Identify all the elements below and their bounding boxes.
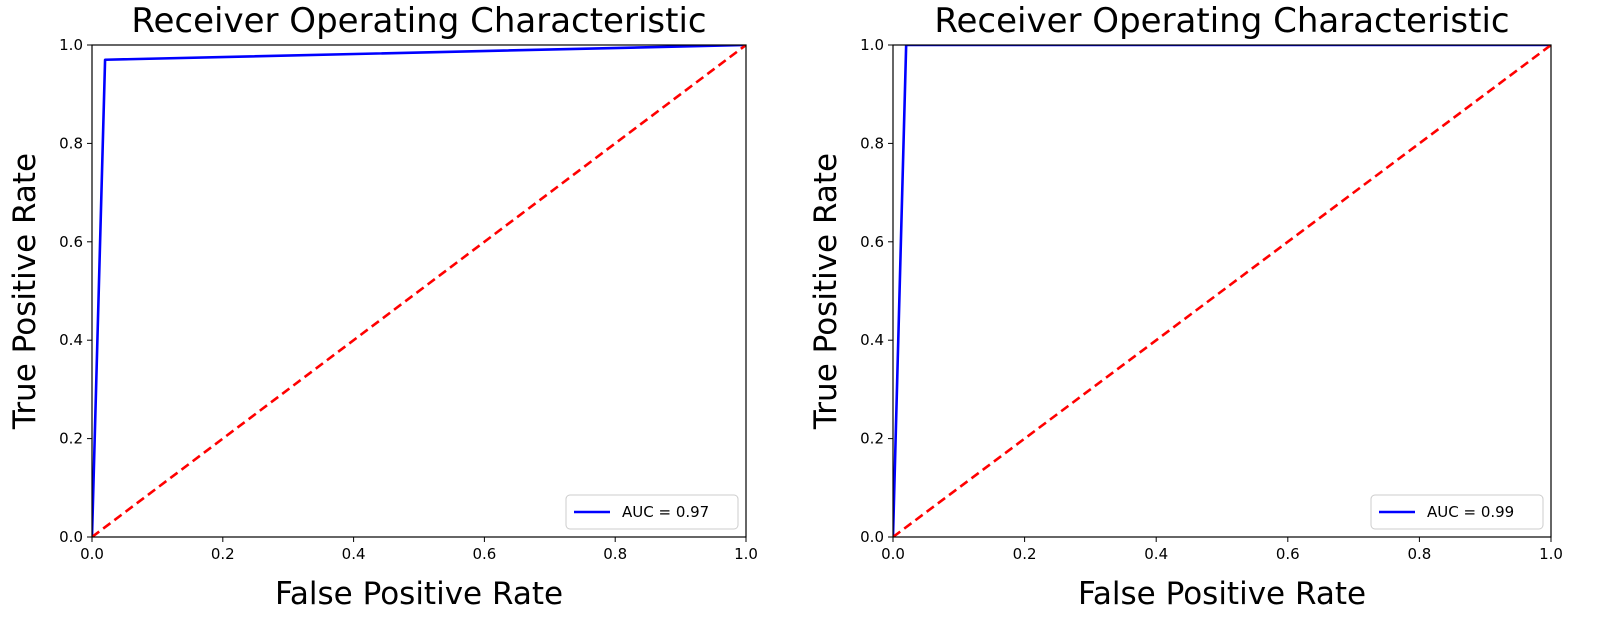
chart-right-title: Receiver Operating Characteristic (934, 1, 1509, 41)
chart-right-ytick-label: 0.4 (860, 331, 884, 349)
chart-left-ylabel: True Positive Rate (7, 153, 43, 430)
chart-left-xtick-label: 0.4 (342, 545, 366, 563)
chart-right-xlabel: False Positive Rate (1078, 576, 1366, 612)
chart-right-xtick-label: 0.2 (1013, 545, 1037, 563)
chart-right-ytick-label: 1.0 (860, 36, 884, 54)
chart-right-legend: AUC = 0.99 (1370, 494, 1544, 530)
chart-left: Receiver Operating Characteristic False … (7, 1, 758, 612)
chart-right-plot-area: 0.0 0.2 0.4 0.6 0.8 1.0 0.0 0.2 0.4 0.6 0.8 1.0 AUC … (860, 36, 1563, 563)
chart-left-ytick-label: 0.6 (59, 233, 83, 251)
chart-left-title: Receiver Operating Characteristic (131, 1, 706, 41)
chart-right-ytick-label: 0.0 (860, 528, 884, 546)
chart-left-xlabel: False Positive Rate (275, 576, 563, 612)
chart-left-ytick-label: 1.0 (59, 36, 83, 54)
chart-left-xtick-label: 0.2 (211, 545, 235, 563)
chart-right-ylabel: True Positive Rate (808, 153, 844, 430)
chart-left-xtick-label: 0.0 (80, 545, 104, 563)
chart-left-xtick-label: 0.6 (472, 545, 496, 563)
chart-right-xtick-label: 0.6 (1276, 545, 1300, 563)
chart-right-xtick-label: 1.0 (1539, 545, 1563, 563)
chart-right-series-chance-line (893, 45, 1551, 537)
chart-right-xtick-label: 0.4 (1144, 545, 1168, 563)
chart-right-xtick-label: 0.8 (1407, 545, 1431, 563)
chart-right-legend-label: AUC = 0.99 (1427, 503, 1514, 521)
chart-left-ytick-label: 0.2 (59, 430, 83, 448)
chart-left-legend-label: AUC = 0.97 (622, 503, 709, 521)
chart-right-ytick-label: 0.2 (860, 430, 884, 448)
chart-left-plot-area: 0.0 0.2 0.4 0.6 0.8 1.0 0.0 0.2 0.4 0.6 0.8 1.0 AUC … (59, 36, 758, 563)
chart-right-ytick-label: 0.6 (860, 233, 884, 251)
chart-left-legend: AUC = 0.97 (565, 494, 739, 530)
chart-left-series-chance-line (92, 45, 746, 537)
chart-left-series-roc-curve (92, 45, 746, 537)
chart-right-axes-frame (892, 44, 1552, 538)
chart-right-ytick-label: 0.8 (860, 134, 884, 152)
chart-right: Receiver Operating Characteristic False … (808, 1, 1563, 612)
chart-right-xtick-label: 0.0 (881, 545, 905, 563)
chart-left-ytick-label: 0.8 (59, 134, 83, 152)
chart-left-ytick-label: 0.0 (59, 528, 83, 546)
chart-left-ytick-label: 0.4 (59, 331, 83, 349)
chart-left-xtick-label: 0.8 (603, 545, 627, 563)
chart-right-series-roc-curve (893, 45, 1551, 537)
chart-left-xtick-label: 1.0 (734, 545, 758, 563)
chart-left-axes-frame (91, 44, 747, 538)
